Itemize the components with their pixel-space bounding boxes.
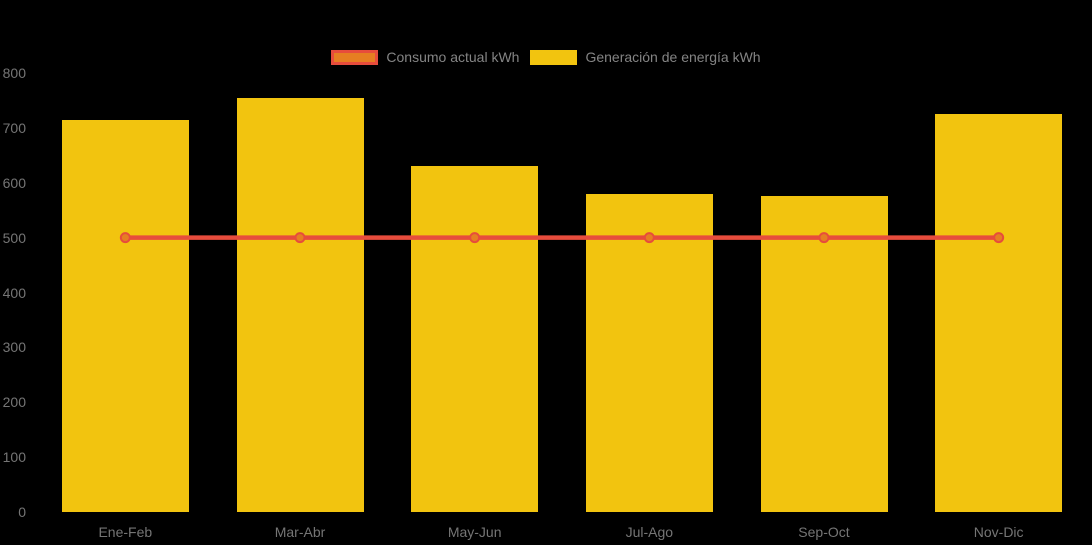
bar-Ene-Feb[interactable] [61,119,189,512]
chart-legend: Consumo actual kWh Generación de energía… [0,50,1092,65]
bar-May-Jun[interactable] [411,166,539,512]
line-marker-Ene-Feb[interactable] [119,232,131,244]
y-axis-tick-label: 100 [2,449,26,466]
y-axis-tick-label: 800 [2,65,26,81]
legend-label-generacion: Generación de energía kWh [585,49,761,65]
line-series-swatch-icon [331,50,379,65]
bar-Mar-Abr[interactable] [236,97,364,512]
x-axis-label-Sep-Oct: Sep-Oct [798,524,850,540]
y-axis-tick-label: 400 [2,284,26,301]
line-marker-Sep-Oct[interactable] [818,232,830,244]
y-axis-tick-label: 700 [2,119,26,136]
legend-label-consumo: Consumo actual kWh [386,49,520,65]
x-axis-label-Jul-Ago: Jul-Ago [625,524,674,540]
bar-series-swatch-icon [530,50,578,65]
x-axis-label-Nov-Dic: Nov-Dic [973,524,1024,540]
x-axis-label-Ene-Feb: Ene-Feb [98,524,153,540]
x-axis-label-Mar-Abr: Mar-Abr [274,524,326,540]
y-axis-tick-label: 0 [18,504,26,520]
line-marker-May-Jun[interactable] [469,232,481,244]
bar-Nov-Dic[interactable] [935,114,1063,512]
line-marker-Jul-Ago[interactable] [643,232,655,244]
legend-item-generacion[interactable]: Generación de energía kWh [530,49,761,65]
y-axis-tick-label: 200 [2,394,26,411]
legend-item-consumo[interactable]: Consumo actual kWh [331,50,519,65]
line-marker-Nov-Dic[interactable] [993,232,1005,244]
bar-Jul-Ago[interactable] [585,193,713,512]
line-marker-Mar-Abr[interactable] [294,232,306,244]
y-axis-tick-label: 300 [2,339,26,356]
y-axis-tick-label: 600 [2,174,26,191]
bar-Sep-Oct[interactable] [760,196,888,512]
x-axis-label-May-Jun: May-Jun [447,524,502,540]
y-axis-tick-label: 500 [2,229,26,246]
